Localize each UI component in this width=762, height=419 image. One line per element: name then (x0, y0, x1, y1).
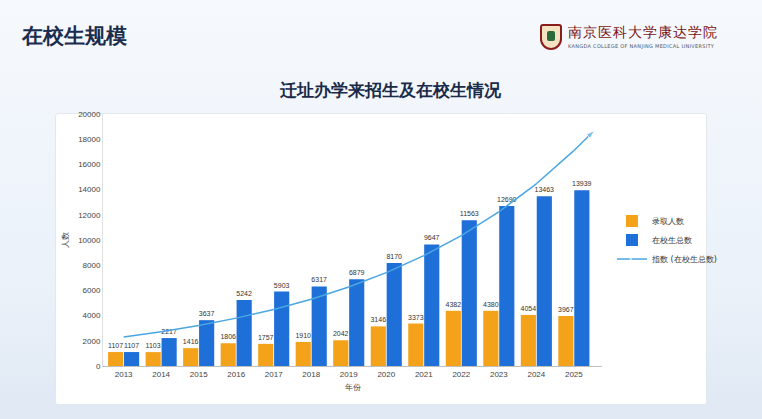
svg-text:人数: 人数 (61, 232, 70, 248)
html-text:南京医科大学康达学院: 南京医科大学康达学院 (568, 24, 718, 40)
svg-text:10000: 10000 (78, 236, 101, 245)
svg-text:2020: 2020 (377, 370, 395, 379)
svg-text:13463: 13463 (535, 186, 555, 193)
svg-text:在校生总数: 在校生总数 (652, 236, 692, 245)
svg-text:1757: 1757 (258, 334, 274, 341)
svg-text:13939: 13939 (572, 180, 592, 187)
svg-text:2042: 2042 (333, 330, 349, 337)
svg-text:1107: 1107 (124, 342, 139, 349)
html-text:KANGDA COLLEGE OF NANJING MEDI: KANGDA COLLEGE OF NANJING MEDICAL UNIVER… (568, 43, 715, 49)
svg-text:2015: 2015 (190, 370, 208, 379)
svg-text:12000: 12000 (78, 211, 101, 220)
svg-text:录取人数: 录取人数 (652, 217, 684, 226)
svg-text:3146: 3146 (370, 316, 386, 323)
svg-text:2016: 2016 (227, 370, 245, 379)
svg-text:2000: 2000 (83, 337, 101, 346)
svg-text:年份: 年份 (345, 383, 361, 392)
svg-text:5242: 5242 (236, 290, 252, 297)
svg-text:2025: 2025 (565, 370, 583, 379)
svg-text:6879: 6879 (349, 269, 365, 276)
svg-text:2017: 2017 (265, 370, 283, 379)
svg-text:12690: 12690 (497, 196, 517, 203)
svg-text:2013: 2013 (115, 370, 133, 379)
svg-text:3373: 3373 (408, 314, 424, 321)
svg-text:2024: 2024 (527, 370, 545, 379)
svg-text:4380: 4380 (483, 301, 499, 308)
svg-text:迁址办学来招生及在校生情况: 迁址办学来招生及在校生情况 (279, 80, 502, 100)
svg-text:1107: 1107 (108, 342, 123, 349)
svg-text:20000: 20000 (78, 110, 101, 119)
svg-text:6000: 6000 (83, 286, 101, 295)
svg-text:16000: 16000 (78, 160, 101, 169)
svg-text:1103: 1103 (146, 342, 161, 349)
svg-text:8000: 8000 (83, 261, 101, 270)
svg-text:2021: 2021 (415, 370, 433, 379)
svg-text:11563: 11563 (460, 210, 479, 217)
svg-text:2019: 2019 (340, 370, 358, 379)
svg-text:指数 (在校生总数): 指数 (在校生总数) (651, 255, 717, 264)
svg-text:1416: 1416 (183, 338, 199, 345)
svg-text:3967: 3967 (558, 306, 574, 313)
svg-text:0: 0 (96, 362, 101, 371)
svg-text:5903: 5903 (274, 282, 290, 289)
svg-text:14000: 14000 (78, 185, 101, 194)
svg-text:4054: 4054 (521, 305, 537, 312)
svg-text:2217: 2217 (161, 328, 177, 335)
svg-text:2018: 2018 (302, 370, 320, 379)
svg-text:1806: 1806 (220, 333, 236, 340)
svg-text:1910: 1910 (295, 332, 311, 339)
svg-text:2023: 2023 (490, 370, 508, 379)
svg-text:18000: 18000 (78, 135, 101, 144)
html-text:在校生规模: 在校生规模 (22, 24, 127, 48)
svg-text:9647: 9647 (424, 234, 440, 241)
svg-text:3637: 3637 (199, 310, 215, 317)
svg-text:2014: 2014 (152, 370, 170, 379)
svg-text:8170: 8170 (386, 253, 402, 260)
svg-text:6317: 6317 (311, 276, 327, 283)
svg-text:2022: 2022 (452, 370, 470, 379)
svg-text:4000: 4000 (83, 311, 101, 320)
svg-text:4382: 4382 (445, 301, 461, 308)
